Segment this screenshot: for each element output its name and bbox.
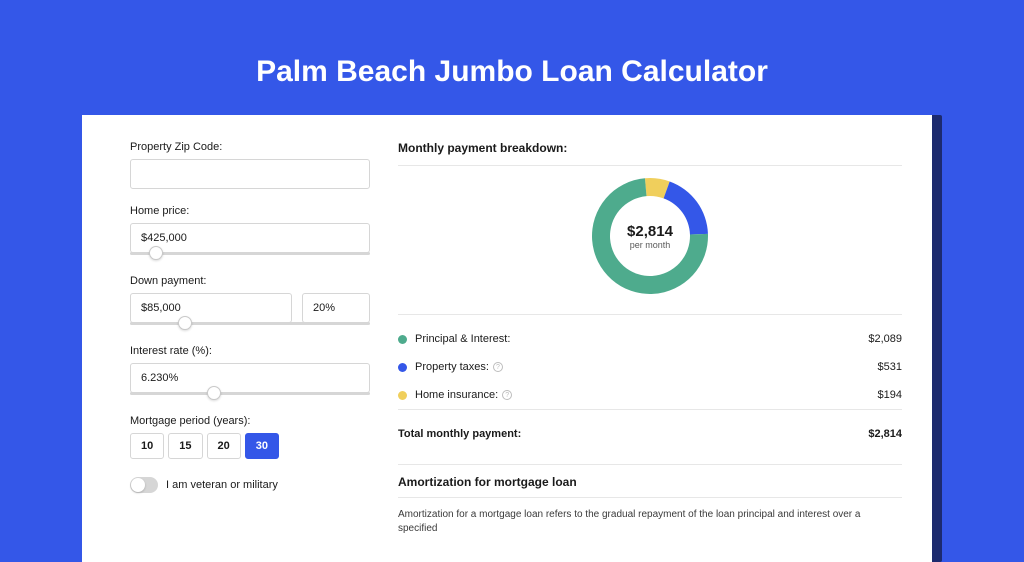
total-amount: $2,814	[868, 428, 902, 440]
info-icon[interactable]: ?	[493, 362, 503, 372]
interest-rate-input[interactable]	[130, 363, 370, 393]
amortization-title: Amortization for mortgage loan	[398, 475, 902, 489]
veteran-row: I am veteran or military	[130, 477, 370, 493]
breakdown-line: Principal & Interest:$2,089	[398, 325, 902, 353]
breakdown-line-amount: $194	[878, 389, 902, 401]
breakdown-line: Property taxes: ?$531	[398, 353, 902, 381]
breakdown-line-label: Home insurance: ?	[415, 389, 878, 401]
breakdown-line-label: Property taxes: ?	[415, 361, 878, 373]
period-btn-20[interactable]: 20	[207, 433, 241, 459]
amortization-section: Amortization for mortgage loan Amortizat…	[398, 464, 902, 536]
mortgage-period-label: Mortgage period (years):	[130, 415, 370, 427]
period-btn-30[interactable]: 30	[245, 433, 279, 459]
down-payment-input[interactable]	[130, 293, 292, 323]
down-payment-label: Down payment:	[130, 275, 370, 287]
field-mortgage-period: Mortgage period (years): 10 15 20 30	[130, 415, 370, 459]
period-btn-15[interactable]: 15	[168, 433, 202, 459]
breakdown-title: Monthly payment breakdown:	[398, 141, 902, 155]
divider	[398, 464, 902, 465]
zip-label: Property Zip Code:	[130, 141, 370, 153]
form-column: Property Zip Code: Home price: Down paym…	[130, 141, 370, 536]
divider	[398, 165, 902, 166]
series-dot	[398, 363, 407, 372]
breakdown-line-amount: $2,089	[868, 333, 902, 345]
zip-input[interactable]	[130, 159, 370, 189]
series-dot	[398, 335, 407, 344]
home-price-input[interactable]	[130, 223, 370, 253]
down-payment-pct-input[interactable]	[302, 293, 370, 323]
card-shadow: Property Zip Code: Home price: Down paym…	[82, 115, 942, 562]
field-down-payment: Down payment:	[130, 275, 370, 325]
divider	[398, 497, 902, 498]
total-label: Total monthly payment:	[398, 428, 868, 440]
period-btn-10[interactable]: 10	[130, 433, 164, 459]
interest-rate-slider[interactable]	[130, 392, 370, 395]
home-price-slider[interactable]	[130, 252, 370, 255]
breakdown-line-amount: $531	[878, 361, 902, 373]
info-icon[interactable]: ?	[502, 390, 512, 400]
breakdown-column: Monthly payment breakdown: $2,814 per mo…	[398, 141, 902, 536]
breakdown-line-label: Principal & Interest:	[415, 333, 868, 345]
down-payment-slider-thumb[interactable]	[178, 316, 192, 330]
veteran-label: I am veteran or military	[166, 479, 278, 491]
field-zip: Property Zip Code:	[130, 141, 370, 189]
calculator-card: Property Zip Code: Home price: Down paym…	[82, 115, 932, 562]
amortization-text: Amortization for a mortgage loan refers …	[398, 508, 902, 536]
field-home-price: Home price:	[130, 205, 370, 255]
donut-chart: $2,814 per month	[398, 176, 902, 296]
divider	[398, 409, 902, 410]
interest-rate-slider-thumb[interactable]	[207, 386, 221, 400]
donut-value: $2,814	[627, 223, 673, 240]
total-row: Total monthly payment: $2,814	[398, 420, 902, 448]
divider	[398, 314, 902, 315]
down-payment-slider[interactable]	[130, 322, 370, 325]
veteran-toggle[interactable]	[130, 477, 158, 493]
home-price-slider-thumb[interactable]	[149, 246, 163, 260]
series-dot	[398, 391, 407, 400]
interest-rate-label: Interest rate (%):	[130, 345, 370, 357]
breakdown-line: Home insurance: ?$194	[398, 381, 902, 409]
field-interest-rate: Interest rate (%):	[130, 345, 370, 395]
page-title: Palm Beach Jumbo Loan Calculator	[0, 55, 1024, 89]
donut-sublabel: per month	[630, 240, 671, 250]
home-price-label: Home price:	[130, 205, 370, 217]
mortgage-period-options: 10 15 20 30	[130, 433, 370, 459]
